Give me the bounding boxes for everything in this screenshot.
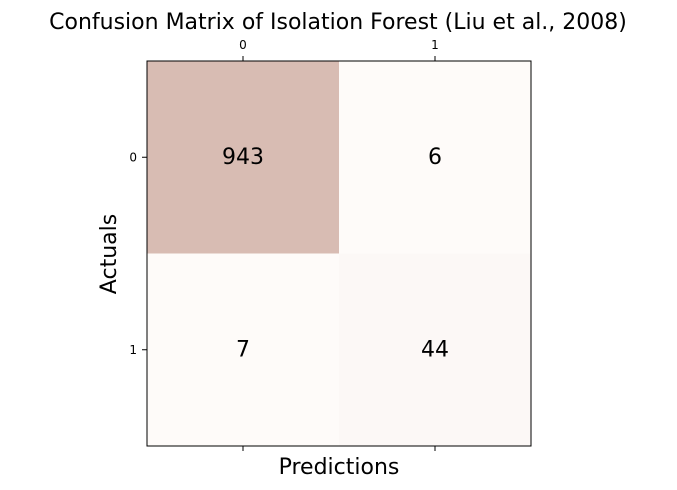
plot-frame [146,60,532,447]
chart-title: Confusion Matrix of Isolation Forest (Li… [49,10,627,35]
matrix-cells: 943 6 7 44 [147,61,531,446]
matrix-cell [147,61,339,254]
y-tick-label: 1 [129,343,137,357]
y-tick-label: 0 [129,150,137,164]
matrix-cell [147,253,339,446]
matrix-cell [339,253,531,446]
cell-value-label: 943 [222,145,264,170]
y-axis-label: Actuals [97,214,122,294]
cell-value-label: 44 [421,337,449,362]
cell-value-label: 6 [428,145,442,170]
axis-ticks: 0 1 0 1 [129,38,439,451]
x-axis-label: Predictions [279,455,400,480]
cell-value-label: 7 [236,337,250,362]
x-tick-label: 1 [431,38,439,52]
x-tick-label: 0 [239,38,247,52]
matrix-cell [339,61,531,254]
